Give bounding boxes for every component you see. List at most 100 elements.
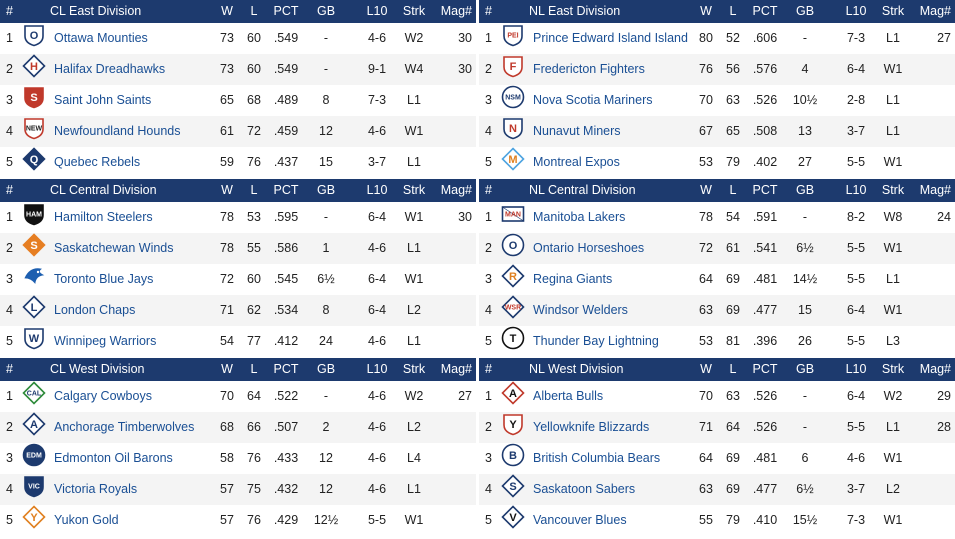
column-header-streak[interactable]: Strk <box>402 362 426 376</box>
calgary-cowboys-logo-icon[interactable]: CAL <box>22 381 46 405</box>
team-name-link[interactable]: Vancouver Blues <box>533 513 627 527</box>
column-header-streak[interactable]: Strk <box>402 183 426 197</box>
team-name-link[interactable]: Saskatoon Sabers <box>533 482 636 496</box>
column-header-magic-number[interactable]: Mag# <box>440 183 472 197</box>
column-header-gb[interactable]: GB <box>795 4 815 18</box>
halifax-dreadhawks-logo-icon[interactable]: H <box>22 54 46 78</box>
saint-john-saints-logo-icon[interactable]: S <box>22 85 46 109</box>
anchorage-timberwolves-logo-icon[interactable]: A <box>22 412 46 436</box>
team-name-link[interactable]: Prince Edward Island Island <box>533 31 688 45</box>
team-name-link[interactable]: Quebec Rebels <box>54 155 141 169</box>
column-header-wins[interactable]: W <box>221 362 233 376</box>
team-name-link[interactable]: Thunder Bay Lightning <box>533 334 659 348</box>
team-name-link[interactable]: Calgary Cowboys <box>54 389 152 403</box>
team-name-link[interactable]: Newfoundland Hounds <box>54 124 181 138</box>
team-name-link[interactable]: Anchorage Timberwolves <box>54 420 195 434</box>
column-header-l10[interactable]: L10 <box>366 362 388 376</box>
team-name-link[interactable]: Manitoba Lakers <box>533 210 626 224</box>
column-header-wins[interactable]: W <box>221 183 233 197</box>
team-name-link[interactable]: Nova Scotia Mariners <box>533 93 653 107</box>
team-name-link[interactable]: British Columbia Bears <box>533 451 661 465</box>
column-header-l10[interactable]: L10 <box>845 362 867 376</box>
yellowknife-blizzards-logo-icon[interactable]: Y <box>501 412 525 436</box>
column-header-wins[interactable]: W <box>700 4 712 18</box>
nova-scotia-mariners-logo-icon[interactable]: NSM <box>501 85 525 109</box>
column-header-gb[interactable]: GB <box>795 362 815 376</box>
team-name-link[interactable]: Ottawa Mounties <box>54 31 148 45</box>
column-header-losses[interactable]: L <box>250 183 258 197</box>
pei-island-logo-icon[interactable]: PEI <box>501 23 525 47</box>
column-header-gb[interactable]: GB <box>316 4 336 18</box>
column-header-pct[interactable]: PCT <box>273 183 299 197</box>
edmonton-oil-barons-logo-icon[interactable]: EDM <box>22 443 46 467</box>
hamilton-steelers-logo-icon[interactable]: HAM <box>22 202 46 226</box>
column-header-wins[interactable]: W <box>700 362 712 376</box>
team-name-link[interactable]: Windsor Welders <box>533 303 628 317</box>
quebec-rebels-logo-icon[interactable]: Q <box>22 147 46 171</box>
team-name-link[interactable]: Regina Giants <box>533 272 613 286</box>
team-name-link[interactable]: Victoria Royals <box>54 482 138 496</box>
column-header-gb[interactable]: GB <box>316 362 336 376</box>
column-header-magic-number[interactable]: Mag# <box>440 362 472 376</box>
column-header-gb[interactable]: GB <box>795 183 815 197</box>
winnipeg-warriors-logo-icon[interactable]: W <box>22 326 46 350</box>
team-name-link[interactable]: Yukon Gold <box>54 513 119 527</box>
column-header-l10[interactable]: L10 <box>845 4 867 18</box>
alberta-bulls-logo-icon[interactable]: A <box>501 381 525 405</box>
london-chaps-logo-icon[interactable]: L <box>22 295 46 319</box>
column-header-l10[interactable]: L10 <box>366 4 388 18</box>
team-name-link[interactable]: Fredericton Fighters <box>533 62 645 76</box>
team-name-link[interactable]: Hamilton Steelers <box>54 210 153 224</box>
column-header-magic-number[interactable]: Mag# <box>919 183 951 197</box>
column-header-l10[interactable]: L10 <box>366 183 388 197</box>
saskatchewan-winds-logo-icon[interactable]: S <box>22 233 46 257</box>
team-name-link[interactable]: Toronto Blue Jays <box>54 272 154 286</box>
column-header-losses[interactable]: L <box>250 362 258 376</box>
column-header-streak[interactable]: Strk <box>402 4 426 18</box>
column-header-wins[interactable]: W <box>221 4 233 18</box>
column-header-streak[interactable]: Strk <box>881 183 905 197</box>
column-header-losses[interactable]: L <box>729 183 737 197</box>
newfoundland-hounds-logo-icon[interactable]: NEW <box>22 116 46 140</box>
column-header-streak[interactable]: Strk <box>881 362 905 376</box>
toronto-blue-jays-logo-icon[interactable] <box>22 264 46 288</box>
team-name-link[interactable]: Halifax Dreadhawks <box>54 62 166 76</box>
montreal-expos-logo-icon[interactable]: M <box>501 147 525 171</box>
column-header-streak[interactable]: Strk <box>881 4 905 18</box>
column-header-magic-number[interactable]: Mag# <box>440 4 472 18</box>
team-name-link[interactable]: Edmonton Oil Barons <box>54 451 173 465</box>
team-name-link[interactable]: London Chaps <box>54 303 136 317</box>
column-header-gb[interactable]: GB <box>316 183 336 197</box>
column-header-pct[interactable]: PCT <box>273 4 299 18</box>
windsor-welders-logo-icon[interactable]: WSR <box>501 295 525 319</box>
column-header-pct[interactable]: PCT <box>273 362 299 376</box>
column-header-losses[interactable]: L <box>729 362 737 376</box>
saskatoon-sabers-logo-icon[interactable]: S <box>501 474 525 498</box>
column-header-pct[interactable]: PCT <box>752 4 778 18</box>
regina-giants-logo-icon[interactable]: R <box>501 264 525 288</box>
column-header-magic-number[interactable]: Mag# <box>919 362 951 376</box>
team-name-link[interactable]: Saskatchewan Winds <box>54 241 174 255</box>
ottawa-mounties-logo-icon[interactable]: O <box>22 23 46 47</box>
nunavut-miners-logo-icon[interactable]: N <box>501 116 525 140</box>
column-header-losses[interactable]: L <box>729 4 737 18</box>
column-header-l10[interactable]: L10 <box>845 183 867 197</box>
fredericton-fighters-logo-icon[interactable]: F <box>501 54 525 78</box>
team-name-link[interactable]: Saint John Saints <box>54 93 152 107</box>
ontario-horseshoes-logo-icon[interactable]: O <box>501 233 525 257</box>
manitoba-lakers-logo-icon[interactable]: MAN <box>501 202 525 226</box>
column-header-losses[interactable]: L <box>250 4 258 18</box>
victoria-royals-logo-icon[interactable]: VIC <box>22 474 46 498</box>
team-name-link[interactable]: Ontario Horseshoes <box>533 241 645 255</box>
thunder-bay-lightning-logo-icon[interactable]: T <box>501 326 525 350</box>
column-header-wins[interactable]: W <box>700 183 712 197</box>
vancouver-blues-logo-icon[interactable]: V <box>501 505 525 529</box>
column-header-magic-number[interactable]: Mag# <box>919 4 951 18</box>
british-columbia-bears-logo-icon[interactable]: B <box>501 443 525 467</box>
team-name-link[interactable]: Winnipeg Warriors <box>54 334 157 348</box>
column-header-pct[interactable]: PCT <box>752 362 778 376</box>
yukon-gold-logo-icon[interactable]: Y <box>22 505 46 529</box>
team-name-link[interactable]: Yellowknife Blizzards <box>533 420 650 434</box>
team-name-link[interactable]: Alberta Bulls <box>533 389 604 403</box>
team-name-link[interactable]: Nunavut Miners <box>533 124 621 138</box>
